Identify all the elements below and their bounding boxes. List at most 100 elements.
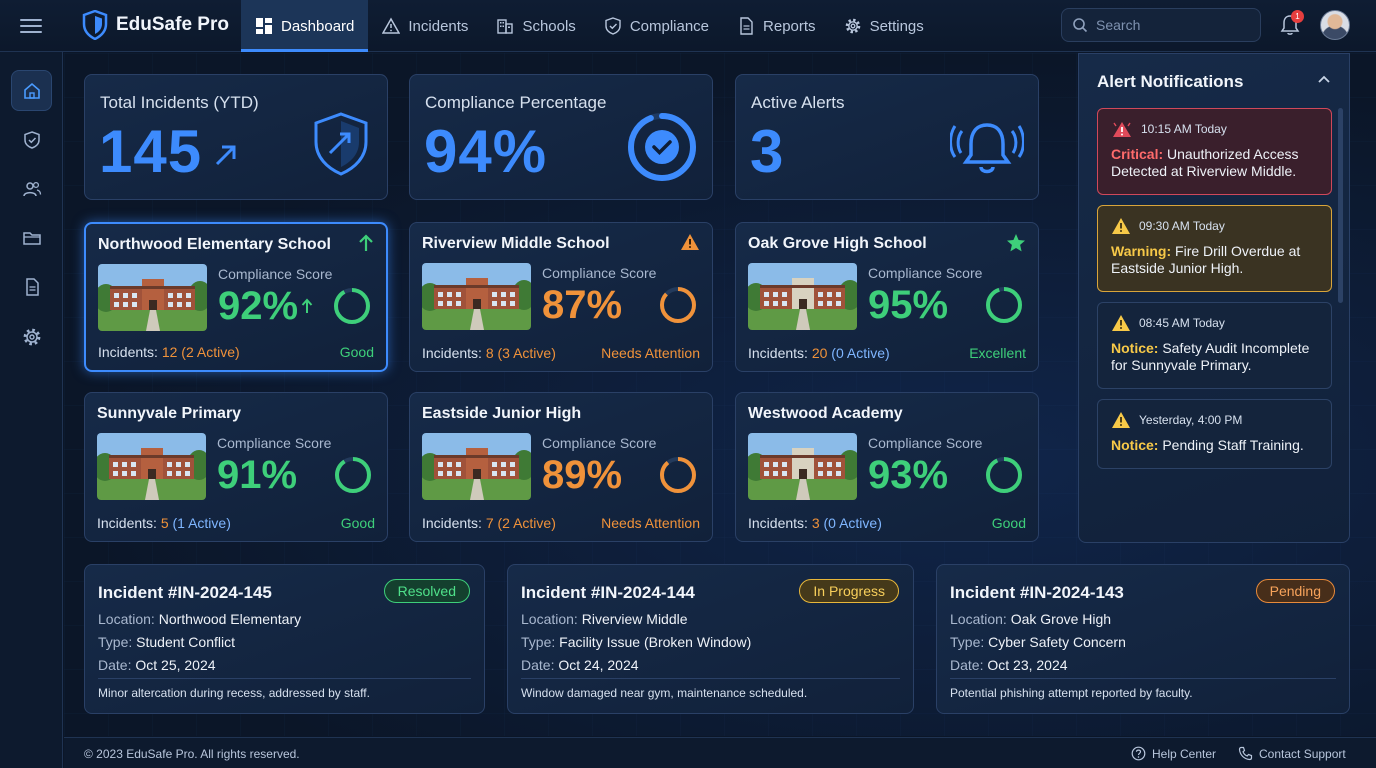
school-photo: [98, 264, 207, 331]
status-label: Good: [339, 344, 374, 360]
status-badge: Pending: [1255, 579, 1335, 603]
alert-level: Notice:: [1111, 340, 1159, 356]
menu-icon[interactable]: [20, 15, 42, 35]
nav-dashboard[interactable]: Dashboard: [241, 0, 369, 52]
compliance-score: 93%: [868, 453, 949, 497]
stat-value: 145: [99, 118, 203, 185]
stat-card-active-alerts[interactable]: Active Alerts 3: [735, 74, 1039, 200]
alert-item[interactable]: Yesterday, 4:00 PM Notice: Pending Staff…: [1097, 399, 1332, 469]
help-center-label: Help Center: [1152, 746, 1217, 761]
warning-icon: [1112, 315, 1130, 331]
incident-counts: 7 (2 Active): [485, 515, 556, 531]
sidebar-item-documents[interactable]: [11, 266, 52, 307]
warning-icon: [1112, 218, 1130, 234]
alert-level: Warning:: [1111, 243, 1172, 259]
dashboard-icon: [256, 18, 272, 34]
incidents-label: Incidents:: [422, 345, 482, 361]
school-card[interactable]: Oak Grove High School: [735, 222, 1039, 372]
stat-title: Active Alerts: [751, 93, 845, 112]
score-ring: [335, 457, 371, 493]
school-card[interactable]: Westwood Academy: [735, 392, 1039, 542]
nav-schools[interactable]: Schools: [482, 0, 589, 52]
divider: [521, 678, 900, 679]
school-card[interactable]: Sunnyvale Primary: [84, 392, 388, 542]
incident-card[interactable]: Incident #IN-2024-143 Pending Location: …: [936, 564, 1350, 714]
incident-card[interactable]: Incident #IN-2024-144 In Progress Locati…: [507, 564, 914, 714]
school-name: Westwood Academy: [748, 405, 903, 422]
nav-settings[interactable]: Settings: [830, 0, 938, 52]
alert-item[interactable]: 09:30 AM Today Warning: Fire Drill Overd…: [1097, 205, 1332, 292]
alert-time: 09:30 AM Today: [1139, 219, 1225, 233]
incident-location: Northwood Elementary: [158, 611, 302, 627]
score-label: Compliance Score: [542, 265, 657, 281]
status-label: Needs Attention: [601, 515, 700, 531]
sidebar-item-settings[interactable]: [11, 316, 52, 357]
sidebar-item-users[interactable]: [11, 168, 52, 209]
field-label: Location:: [98, 611, 155, 627]
folder-icon: [22, 231, 41, 245]
alerts-scrollbar[interactable]: [1338, 108, 1343, 303]
nav-compliance[interactable]: Compliance: [590, 0, 723, 52]
incidents-label: Incidents:: [98, 344, 158, 360]
nav-label: Dashboard: [281, 17, 355, 35]
shield-check-icon: [23, 130, 40, 149]
search-icon: [1073, 18, 1088, 33]
alert-item[interactable]: 08:45 AM Today Notice: Safety Audit Inco…: [1097, 302, 1332, 389]
score-label: Compliance Score: [218, 266, 333, 282]
sidebar: [0, 52, 63, 768]
compliance-score: 95%: [868, 283, 949, 327]
incident-card[interactable]: Incident #IN-2024-145 Resolved Location:…: [84, 564, 485, 714]
score-ring: [986, 457, 1022, 493]
help-center-link[interactable]: Help Center: [1131, 746, 1216, 761]
trend-up-arrow-icon: [215, 145, 236, 166]
help-icon: [1131, 746, 1146, 761]
school-card[interactable]: Northwood Elementary School: [84, 222, 388, 372]
school-photo: [748, 263, 857, 330]
stat-title: Compliance Percentage: [425, 93, 607, 112]
score-ring-fill: [986, 457, 1022, 493]
nav-reports[interactable]: Reports: [723, 0, 830, 52]
field-label: Location:: [521, 611, 578, 627]
field-label: Date:: [521, 657, 555, 673]
chevron-up-icon[interactable]: [1317, 74, 1331, 84]
incident-description: Minor altercation during recess, address…: [98, 686, 370, 700]
stat-card-total-incidents[interactable]: Total Incidents (YTD) 145: [84, 74, 388, 200]
compliance-score: 89%: [542, 453, 623, 497]
compliance-gauge: [628, 113, 696, 181]
divider: [950, 678, 1336, 679]
school-name: Sunnyvale Primary: [97, 405, 242, 422]
search-box[interactable]: [1061, 8, 1261, 42]
school-photo: [97, 433, 206, 500]
compliance-score: 91%: [217, 453, 298, 497]
star-icon: [1007, 234, 1025, 252]
incidents-label: Incidents:: [422, 515, 482, 531]
alert-notifications-panel: Alert Notifications 10:15 AM Today Criti…: [1078, 53, 1350, 543]
incident-active: (0 Active): [823, 515, 882, 531]
brand[interactable]: EduSafe Pro: [82, 10, 229, 40]
incident-date: Oct 25, 2024: [135, 657, 216, 673]
nav-label: Reports: [763, 17, 816, 35]
warning-icon: [681, 234, 699, 250]
nav-incidents[interactable]: Incidents: [368, 0, 482, 52]
field-label: Location:: [950, 611, 1007, 627]
stat-card-compliance[interactable]: Compliance Percentage 94%: [409, 74, 713, 200]
warning-icon: [382, 17, 401, 34]
alert-item[interactable]: 10:15 AM Today Critical: Unauthorized Ac…: [1097, 108, 1332, 195]
school-card[interactable]: Riverview Middle School: [409, 222, 713, 372]
sidebar-item-compliance[interactable]: [11, 119, 52, 160]
sidebar-item-home[interactable]: [11, 70, 52, 111]
incident-count: 5: [160, 515, 169, 531]
alert-time: Yesterday, 4:00 PM: [1139, 413, 1243, 427]
avatar[interactable]: [1320, 10, 1350, 40]
school-photo: [422, 433, 531, 500]
contact-support-link[interactable]: Contact Support: [1238, 746, 1346, 761]
sidebar-item-folders[interactable]: [11, 217, 52, 258]
incidents-summary: Incidents: 12 (2 Active): [98, 344, 240, 360]
field-label: Date:: [98, 657, 132, 673]
main-nav: Dashboard Incidents Schools Compliance R…: [241, 0, 938, 52]
app-name: EduSafe Pro: [116, 14, 229, 35]
search-input[interactable]: [1096, 17, 1246, 33]
school-card[interactable]: Eastside Junior High: [409, 392, 713, 542]
score-label: Compliance Score: [217, 435, 332, 451]
incident-title: Incident #IN-2024-144: [521, 583, 695, 602]
